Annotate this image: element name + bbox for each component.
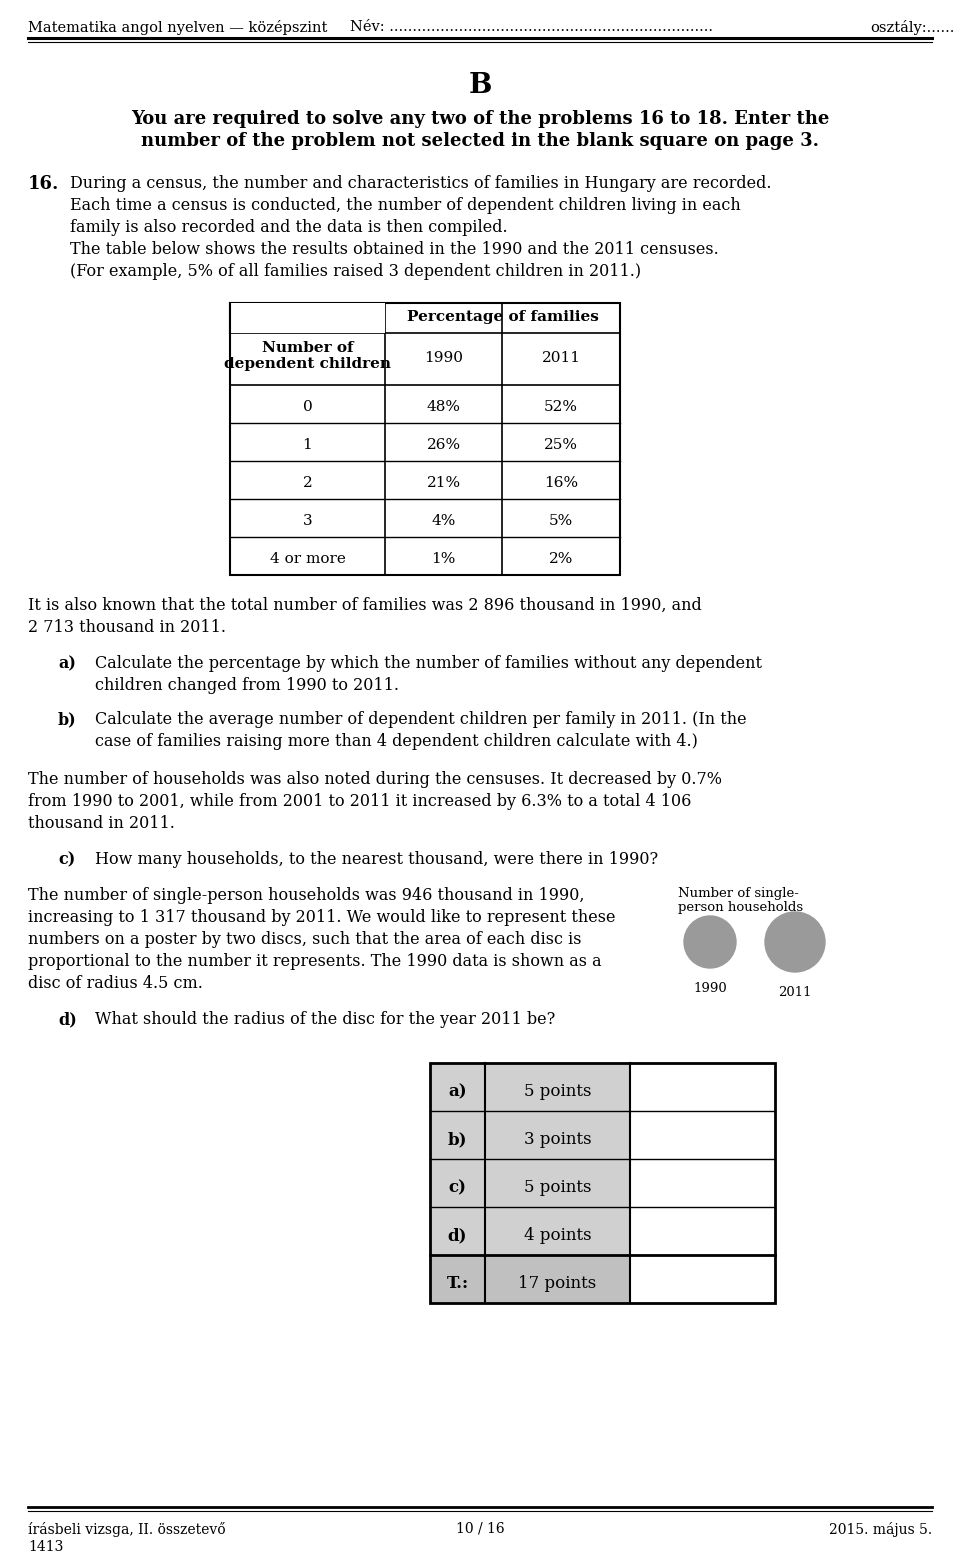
Text: During a census, the number and characteristics of families in Hungary are recor: During a census, the number and characte… xyxy=(70,174,772,192)
Text: 4 or more: 4 or more xyxy=(270,552,346,566)
Text: Number of: Number of xyxy=(262,341,353,355)
Text: Matematika angol nyelven — középszint: Matematika angol nyelven — középszint xyxy=(28,20,327,34)
Text: 2%: 2% xyxy=(549,552,573,566)
Text: Név: ......................................................................: Név: ...................................… xyxy=(350,20,713,34)
Text: 4 points: 4 points xyxy=(524,1228,591,1243)
Bar xyxy=(430,1111,630,1159)
Text: 5%: 5% xyxy=(549,514,573,528)
Bar xyxy=(230,302,620,575)
Text: case of families raising more than 4 dependent children calculate with 4.): case of families raising more than 4 dep… xyxy=(95,732,698,749)
Text: 21%: 21% xyxy=(426,477,461,491)
Text: Percentage of families: Percentage of families xyxy=(407,310,598,324)
Bar xyxy=(230,302,385,333)
Text: Each time a census is conducted, the number of dependent children living in each: Each time a census is conducted, the num… xyxy=(70,196,741,213)
Text: dependent children: dependent children xyxy=(224,357,391,371)
Text: Calculate the average number of dependent children per family in 2011. (In the: Calculate the average number of dependen… xyxy=(95,710,747,728)
Text: from 1990 to 2001, while from 2001 to 2011 it increased by 6.3% to a total 4 106: from 1990 to 2001, while from 2001 to 20… xyxy=(28,793,691,810)
Text: It is also known that the total number of families was 2 896 thousand in 1990, a: It is also known that the total number o… xyxy=(28,597,702,614)
Text: 5 points: 5 points xyxy=(524,1179,591,1197)
Text: Calculate the percentage by which the number of families without any dependent: Calculate the percentage by which the nu… xyxy=(95,654,762,671)
Text: number of the problem not selected in the blank square on page 3.: number of the problem not selected in th… xyxy=(141,132,819,150)
Text: disc of radius 4.5 cm.: disc of radius 4.5 cm. xyxy=(28,975,203,992)
Text: 1: 1 xyxy=(302,438,312,452)
Text: 10 / 16: 10 / 16 xyxy=(456,1522,504,1536)
Text: 0: 0 xyxy=(302,400,312,414)
Text: The table below shows the results obtained in the 1990 and the 2011 censuses.: The table below shows the results obtain… xyxy=(70,241,719,259)
Text: 2011: 2011 xyxy=(541,351,581,365)
Text: a): a) xyxy=(58,654,76,671)
Text: 1%: 1% xyxy=(431,552,456,566)
Text: children changed from 1990 to 2011.: children changed from 1990 to 2011. xyxy=(95,678,399,693)
Text: The number of households was also noted during the censuses. It decreased by 0.7: The number of households was also noted … xyxy=(28,771,722,788)
Text: 52%: 52% xyxy=(544,400,578,414)
Bar xyxy=(430,1207,630,1256)
Text: person households: person households xyxy=(678,901,804,915)
Text: osztály:......: osztály:...... xyxy=(870,20,954,34)
Text: 1990: 1990 xyxy=(693,982,727,996)
Text: 3: 3 xyxy=(302,514,312,528)
Text: thousand in 2011.: thousand in 2011. xyxy=(28,815,175,832)
Text: 2015. május 5.: 2015. május 5. xyxy=(828,1522,932,1538)
Text: 3 points: 3 points xyxy=(524,1131,591,1148)
Circle shape xyxy=(684,916,736,968)
Text: proportional to the number it represents. The 1990 data is shown as a: proportional to the number it represents… xyxy=(28,953,602,971)
Bar xyxy=(430,1063,775,1302)
Text: 48%: 48% xyxy=(426,400,461,414)
Text: 2011: 2011 xyxy=(779,986,812,999)
Text: B: B xyxy=(468,72,492,100)
Text: 17 points: 17 points xyxy=(518,1274,596,1292)
Text: b): b) xyxy=(58,710,77,728)
Text: What should the radius of the disc for the year 2011 be?: What should the radius of the disc for t… xyxy=(95,1011,555,1028)
Text: 1413: 1413 xyxy=(28,1539,63,1553)
Text: The number of single-person households was 946 thousand in 1990,: The number of single-person households w… xyxy=(28,887,585,904)
Text: 5 points: 5 points xyxy=(524,1083,591,1100)
Text: numbers on a poster by two discs, such that the area of each disc is: numbers on a poster by two discs, such t… xyxy=(28,932,582,947)
Text: 25%: 25% xyxy=(544,438,578,452)
Text: c): c) xyxy=(448,1179,467,1197)
Text: family is also recorded and the data is then compiled.: family is also recorded and the data is … xyxy=(70,220,508,235)
Text: 16.: 16. xyxy=(28,174,60,193)
Text: írásbeli vizsga, II. összetevő: írásbeli vizsga, II. összetevő xyxy=(28,1522,226,1538)
Text: Number of single-: Number of single- xyxy=(678,887,799,901)
Text: b): b) xyxy=(447,1131,468,1148)
Text: 2 713 thousand in 2011.: 2 713 thousand in 2011. xyxy=(28,619,226,636)
Text: c): c) xyxy=(58,851,75,868)
Text: increasing to 1 317 thousand by 2011. We would like to represent these: increasing to 1 317 thousand by 2011. We… xyxy=(28,908,615,925)
Text: How many households, to the nearest thousand, were there in 1990?: How many households, to the nearest thou… xyxy=(95,851,659,868)
Text: d): d) xyxy=(58,1011,77,1028)
Text: T.:: T.: xyxy=(446,1274,468,1292)
Text: 4%: 4% xyxy=(431,514,456,528)
Text: 1990: 1990 xyxy=(424,351,463,365)
Bar xyxy=(430,1063,630,1111)
Bar xyxy=(430,1256,630,1302)
Text: a): a) xyxy=(448,1083,467,1100)
Text: 26%: 26% xyxy=(426,438,461,452)
Text: 2: 2 xyxy=(302,477,312,491)
Text: d): d) xyxy=(447,1228,468,1243)
Text: (For example, 5% of all families raised 3 dependent children in 2011.): (For example, 5% of all families raised … xyxy=(70,263,641,280)
Bar xyxy=(430,1159,630,1207)
Circle shape xyxy=(765,911,825,972)
Text: 16%: 16% xyxy=(544,477,578,491)
Text: You are required to solve any two of the problems 16 to 18. Enter the: You are required to solve any two of the… xyxy=(131,111,829,128)
